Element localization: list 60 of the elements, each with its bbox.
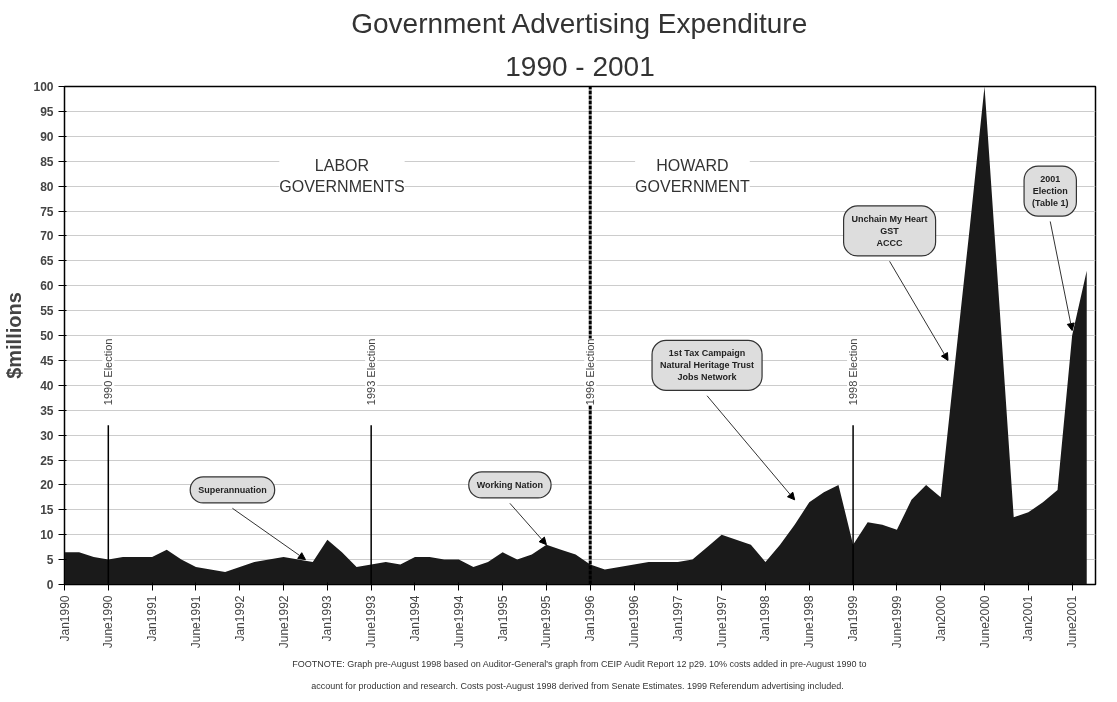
y-tick-label: 60 [40,279,54,294]
y-tick-label: 85 [40,154,54,169]
y-tick-label: 95 [40,104,54,119]
x-tick-label: Jan1999 [846,595,861,642]
x-tick-label: June2001 [1065,595,1080,649]
y-tick-label: 20 [40,478,54,493]
x-tick-label: Jan1990 [57,595,72,642]
annotation: HOWARD GOVERNMENT [635,157,751,195]
x-tick-label: June1997 [714,595,729,649]
y-tick-label: 65 [40,254,54,269]
x-tick-label: June1994 [451,595,466,649]
x-tick-label: June1995 [539,595,554,649]
y-tick-label: 45 [40,353,54,368]
annotation: Working Nation [476,479,544,490]
x-tick-label: Jan1994 [407,595,422,642]
x-tick-label: Jan1995 [495,595,510,642]
x-tick-label: June1998 [802,595,817,649]
chart-title: Government Advertising Expenditure [351,7,808,39]
y-tick-label: 70 [40,229,54,244]
y-tick-label: 35 [40,403,54,418]
y-tick-label: 80 [40,179,54,194]
x-tick-label: June1999 [889,595,904,649]
y-tick-label: 30 [40,428,54,443]
y-tick-label: 50 [40,329,54,343]
annotation: Unchain My Heart GST ACCC [851,213,928,248]
y-tick-label: 5 [46,553,54,568]
ref-line-label: 1993 Election [365,338,378,406]
chart-subtitle: 1990 - 2001 [505,50,655,82]
x-tick-label: June1990 [101,595,116,649]
y-tick-label: 90 [40,129,54,144]
y-tick-label: 15 [40,503,54,518]
y-tick-label: 100 [33,80,54,94]
y-tick-label: 10 [40,528,54,543]
ref-line-label: 1996 Election [584,338,597,406]
y-tick-label: 0 [46,578,54,592]
x-tick-label: Jan1991 [145,595,160,642]
ref-line-label: 1998 Election [847,338,860,406]
x-tick-label: Jan1998 [758,595,773,642]
x-tick-label: Jan1996 [583,595,598,642]
y-tick-label: 40 [40,378,54,393]
annotation: LABOR GOVERNMENTS [279,157,405,195]
x-tick-label: June2000 [977,595,992,649]
annotation: Superannuation [198,484,267,495]
x-tick-label: Jan1997 [670,595,685,642]
x-tick-label: Jan2000 [933,595,948,642]
y-tick-label: 75 [40,204,54,219]
x-tick-label: June1996 [627,595,642,649]
x-tick-label: Jan2001 [1021,595,1036,642]
x-tick-label: June1993 [364,595,379,649]
x-tick-label: Jan1993 [320,595,335,642]
annotation: 1st Tax Campaign Natural Heritage Trust Jobs Network [660,348,755,383]
x-tick-label: Jan1992 [232,595,247,642]
y-tick-label: 55 [40,304,54,319]
y-tick-label: 25 [40,453,54,468]
x-tick-label: June1991 [188,595,203,649]
x-tick-label: June1992 [276,595,291,649]
y-axis-title: $millions [3,292,26,379]
ref-line-label: 1990 Election [102,338,115,406]
annotation: 2001 Election (Table 1) [1032,174,1069,209]
text: FOOTNOTE: Graph pre-August 1998 based on Auditor-General's graph from CEIP Audit Report 12 p29. 10% costs added in pre-August 1990 to account for production and research. Costs post-August 1998 derived from Senate Estimates. 1999 Referendum advertising included. [292,658,867,691]
